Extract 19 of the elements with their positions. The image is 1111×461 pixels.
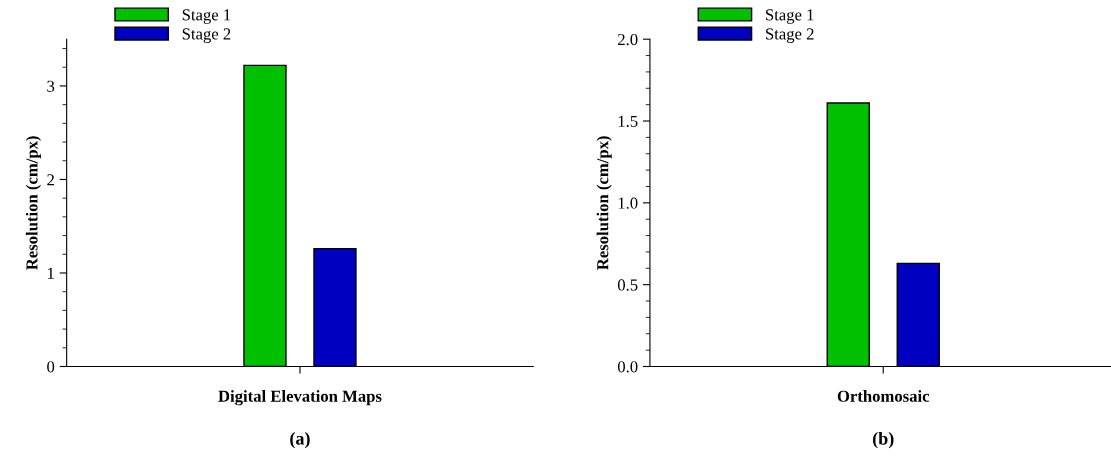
x-tick-label: Digital Elevation Maps <box>218 390 382 406</box>
y-axis-title: Resolution (cm/px) <box>25 136 41 270</box>
y-tick-label: 2 <box>47 174 54 186</box>
y-tick-label: 0 <box>47 361 55 373</box>
legend-label: Stage 2 <box>182 28 231 43</box>
legend-label: Stage 2 <box>766 28 814 43</box>
y-tick-label: 0.0 <box>617 361 638 373</box>
y-tick-label: 1.0 <box>618 197 638 209</box>
y-tick-label: 0.5 <box>617 279 638 291</box>
y-tick-label: 3 <box>47 80 55 92</box>
legend-label: Stage 1 <box>766 9 814 24</box>
legend-label: Stage 1 <box>182 9 231 24</box>
x-tick-label: Orthomosaic <box>837 390 930 402</box>
y-tick-label: 1.5 <box>618 115 638 128</box>
text: (a) <box>290 431 310 449</box>
y-tick-label: 2.0 <box>618 33 638 46</box>
y-axis-title: Resolution (cm/px) <box>596 136 612 270</box>
y-tick-label: 1 <box>47 267 54 279</box>
text: (b) <box>873 431 894 449</box>
